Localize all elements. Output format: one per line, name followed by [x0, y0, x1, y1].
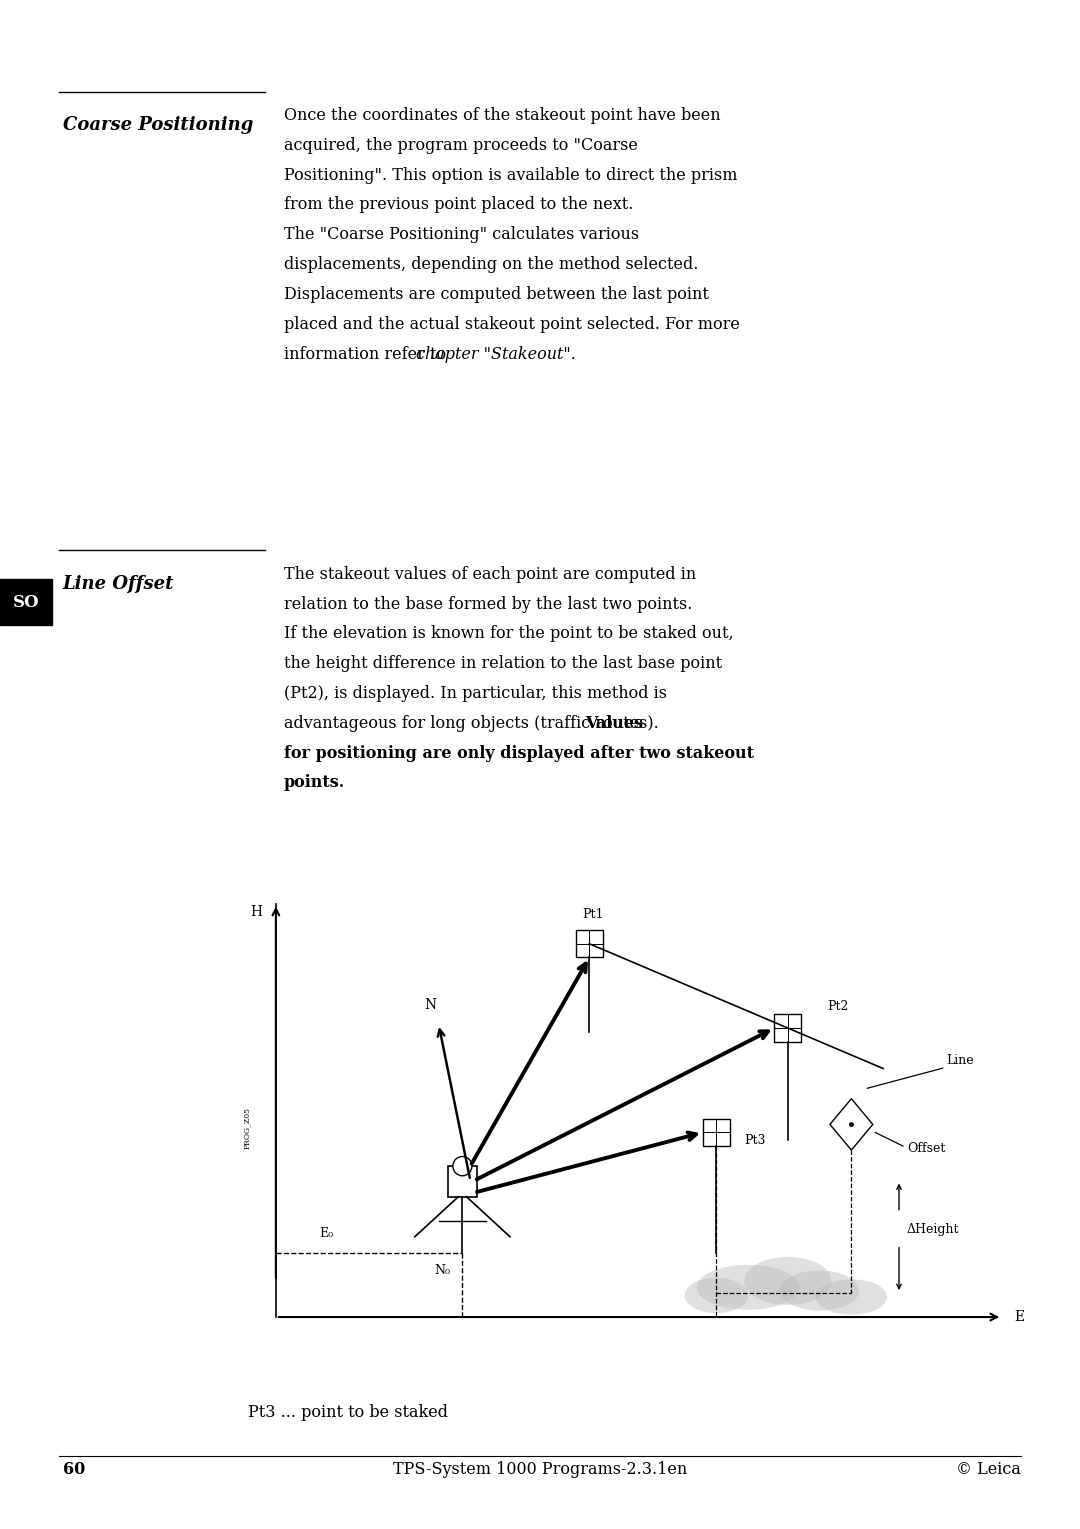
Bar	[774, 1014, 801, 1041]
Text: Pt3: Pt3	[744, 1135, 766, 1147]
Text: the height difference in relation to the last base point: the height difference in relation to the…	[284, 654, 723, 673]
Text: PROG_Z05: PROG_Z05	[243, 1107, 251, 1150]
Text: chapter "Stakeout".: chapter "Stakeout".	[416, 346, 576, 362]
Ellipse shape	[815, 1280, 887, 1315]
Text: The stakeout values of each point are computed in: The stakeout values of each point are co…	[284, 566, 697, 583]
Text: for positioning are only displayed after two stakeout: for positioning are only displayed after…	[284, 745, 754, 761]
Text: Once the coordinates of the stakeout point have been: Once the coordinates of the stakeout poi…	[284, 107, 720, 124]
Bar	[576, 930, 603, 957]
Text: 60: 60	[63, 1460, 85, 1479]
Text: Pt3 ... point to be staked: Pt3 ... point to be staked	[248, 1404, 448, 1420]
Text: © Leica: © Leica	[956, 1460, 1021, 1479]
Text: E: E	[1014, 1310, 1024, 1324]
Text: Offset: Offset	[907, 1142, 945, 1156]
Text: H: H	[249, 905, 262, 919]
Text: (Pt2), is displayed. In particular, this method is: (Pt2), is displayed. In particular, this…	[284, 685, 667, 702]
Text: Line: Line	[946, 1053, 974, 1067]
Ellipse shape	[697, 1264, 800, 1310]
Text: advantageous for long objects (traffic routes).: advantageous for long objects (traffic r…	[284, 714, 664, 732]
Text: Pt2: Pt2	[827, 1000, 849, 1014]
Text: N₀: N₀	[434, 1264, 450, 1278]
Ellipse shape	[780, 1271, 860, 1310]
Text: points.: points.	[284, 774, 346, 792]
Text: TPS-System 1000 Programs-2.3.1en: TPS-System 1000 Programs-2.3.1en	[393, 1460, 687, 1479]
Text: from the previous point placed to the next.: from the previous point placed to the ne…	[284, 196, 633, 214]
Text: Line Offset: Line Offset	[63, 575, 174, 593]
Bar	[703, 1119, 730, 1147]
Circle shape	[453, 1156, 472, 1176]
Text: E₀: E₀	[320, 1226, 334, 1240]
Bar	[0, 579, 52, 625]
Text: Pt1: Pt1	[582, 908, 604, 920]
Text: placed and the actual stakeout point selected. For more: placed and the actual stakeout point sel…	[284, 315, 740, 333]
Bar	[448, 1167, 476, 1197]
Polygon shape	[829, 1099, 873, 1150]
Text: acquired, the program proceeds to "Coarse: acquired, the program proceeds to "Coars…	[284, 136, 638, 154]
Text: SO: SO	[13, 593, 39, 612]
Text: Coarse Positioning: Coarse Positioning	[63, 116, 253, 135]
Ellipse shape	[744, 1257, 832, 1304]
Text: displacements, depending on the method selected.: displacements, depending on the method s…	[284, 255, 699, 274]
Text: Values: Values	[584, 714, 643, 732]
Text: relation to the base formed by the last two points.: relation to the base formed by the last …	[284, 595, 692, 613]
Text: Displacements are computed between the last point: Displacements are computed between the l…	[284, 286, 708, 303]
Text: N: N	[424, 998, 436, 1012]
Text: If the elevation is known for the point to be staked out,: If the elevation is known for the point …	[284, 625, 733, 642]
Text: information refer to: information refer to	[284, 346, 451, 362]
Ellipse shape	[685, 1278, 748, 1313]
Text: The "Coarse Positioning" calculates various: The "Coarse Positioning" calculates vari…	[284, 226, 639, 243]
Text: Positioning". This option is available to direct the prism: Positioning". This option is available t…	[284, 167, 738, 183]
Text: ΔHeight: ΔHeight	[907, 1223, 959, 1235]
